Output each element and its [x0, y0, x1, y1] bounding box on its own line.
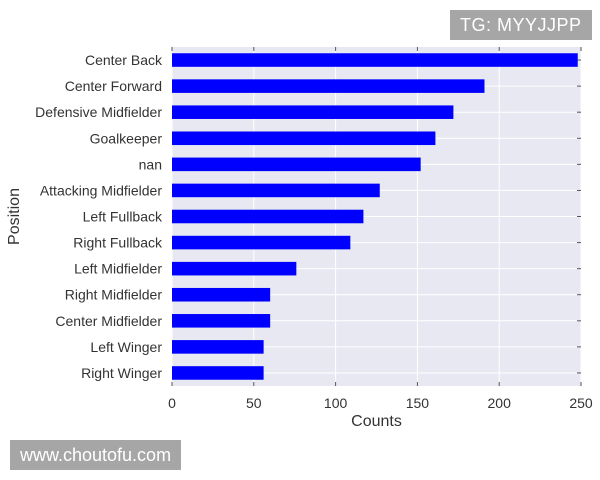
bar [172, 314, 271, 328]
bar [172, 366, 264, 380]
bar [172, 53, 578, 67]
x-tick-label: 50 [246, 395, 262, 411]
x-tick-label: 100 [324, 395, 348, 411]
bar [172, 287, 271, 302]
y-tick-label: Right Winger [81, 365, 162, 381]
bar [172, 105, 454, 119]
y-tick-label: Right Fullback [73, 235, 163, 251]
y-tick-label: Attacking Midfielder [40, 182, 163, 198]
x-axis-label: Counts [351, 413, 402, 430]
y-tick-label: Left Winger [90, 339, 162, 355]
y-tick-label: nan [139, 156, 162, 172]
y-tick-label: Right Midfielder [65, 287, 163, 303]
y-tick-label: Center Forward [65, 78, 162, 94]
bar [172, 235, 351, 250]
y-tick-label: Goalkeeper [90, 130, 163, 146]
watermark-badge-top: TG: MYYJJPP [450, 10, 592, 40]
y-tick-label: Left Midfielder [74, 261, 162, 277]
bar [172, 183, 380, 198]
x-tick-label: 200 [488, 395, 512, 411]
y-axis-label: Position [6, 188, 23, 245]
x-tick-label: 0 [168, 395, 176, 411]
y-tick-label: Left Fullback [83, 209, 163, 225]
x-tick-labels: 0 50 100 150 200 250 [168, 395, 593, 411]
watermark-badge-bottom: www.choutofu.com [10, 440, 182, 470]
bar [172, 261, 297, 276]
y-tick-labels: Center Back Center Forward Defensive Midfi… [35, 52, 163, 381]
y-tick-label: Center Back [85, 52, 163, 68]
bars [172, 53, 578, 380]
y-tick-label: Defensive Midfielder [35, 104, 162, 120]
bar [172, 157, 421, 172]
x-tick-label: 250 [569, 395, 593, 411]
x-tick-label: 150 [406, 395, 430, 411]
bar [172, 209, 364, 224]
bar [172, 79, 485, 93]
y-tick-label: Center Midfielder [55, 313, 162, 329]
bar [172, 340, 264, 354]
bar [172, 131, 436, 146]
